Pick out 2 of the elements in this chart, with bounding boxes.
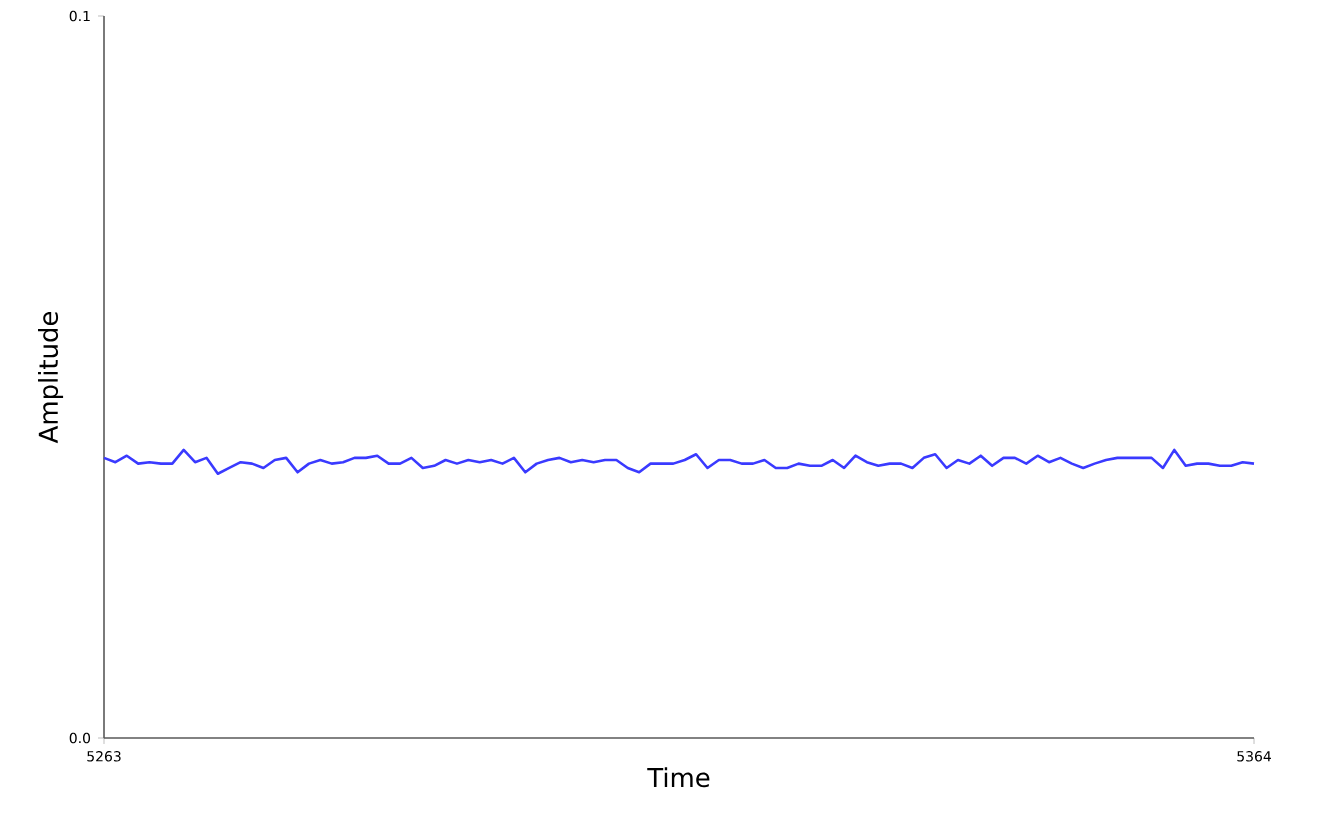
x-axis-title: Time — [647, 767, 710, 788]
y-axis-title: Amplitude — [38, 311, 64, 444]
